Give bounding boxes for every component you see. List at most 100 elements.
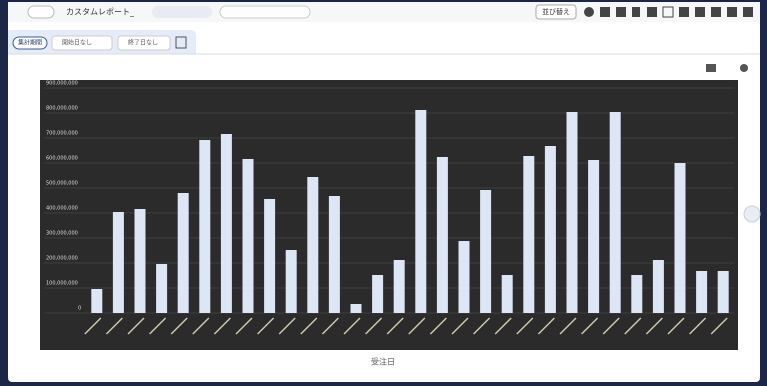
x-tick-label-placeholder [278, 317, 296, 335]
bar [501, 275, 513, 313]
y-tick-label: 200,000,000 [46, 256, 78, 262]
bar [566, 112, 578, 313]
bar [134, 209, 146, 313]
tag[interactable] [152, 6, 212, 18]
bar [220, 134, 232, 313]
side-button[interactable] [743, 205, 761, 223]
bar [112, 212, 124, 313]
icon[interactable] [632, 7, 640, 17]
x-tick-label-placeholder [257, 317, 275, 335]
icon[interactable] [695, 7, 705, 17]
x-tick-label-placeholder [689, 317, 707, 335]
icon[interactable] [616, 7, 626, 17]
bar [393, 260, 405, 313]
bar [436, 157, 448, 313]
y-tick-label: 300,000,000 [46, 231, 78, 237]
start-label: 開始日なし [62, 39, 92, 47]
y-tick-label: 400,000,000 [46, 206, 78, 212]
bar [523, 156, 535, 313]
chart-icon[interactable] [706, 64, 716, 72]
bar [631, 275, 643, 313]
x-axis-title: 受注日 [371, 357, 395, 367]
report-title: カスタムレポート_ [66, 8, 135, 17]
y-tick-label: 100,000,000 [46, 281, 78, 287]
y-tick-label: 500,000,000 [46, 181, 78, 187]
period-label: 集計期間 [18, 39, 42, 47]
bar [609, 112, 621, 313]
icon[interactable] [743, 7, 753, 17]
y-tick-label: 700,000,000 [46, 131, 78, 137]
x-tick-label-placeholder [624, 317, 642, 335]
icon[interactable] [584, 7, 594, 17]
x-tick-label-placeholder [84, 317, 102, 335]
x-tick-label-placeholder [602, 317, 620, 335]
x-tick-label-placeholder [321, 317, 339, 335]
icon[interactable] [711, 7, 721, 17]
x-tick-label-placeholder [473, 317, 491, 335]
bar [242, 159, 254, 313]
back-button[interactable] [27, 5, 55, 19]
bar [156, 264, 168, 313]
end-label: 終了日なし [128, 39, 158, 47]
settings-icon[interactable] [740, 64, 748, 72]
y-tick-label: 800,000,000 [46, 106, 78, 112]
bar [588, 160, 600, 313]
icon[interactable] [679, 7, 689, 17]
start-input[interactable] [51, 35, 113, 51]
calendar-icon[interactable] [175, 36, 187, 49]
bar [177, 193, 189, 313]
x-tick-label-placeholder [516, 317, 534, 335]
sort-button-label: 並び替え [542, 7, 570, 16]
icon[interactable] [647, 7, 657, 17]
x-tick-label-placeholder [105, 317, 123, 335]
icon[interactable] [600, 7, 610, 17]
x-tick-label-placeholder [451, 317, 469, 335]
x-tick-label-placeholder [127, 317, 145, 335]
bar [328, 196, 340, 313]
bar [674, 163, 686, 313]
bar [458, 241, 470, 313]
x-tick-label-placeholder [192, 317, 210, 335]
icon[interactable] [662, 6, 674, 18]
x-tick-label-placeholder [645, 317, 663, 335]
x-tick-label-placeholder [667, 317, 685, 335]
y-tick-label: 900,000,000 [46, 81, 78, 87]
icon[interactable] [727, 7, 737, 17]
bar [350, 304, 362, 313]
select[interactable] [219, 5, 311, 19]
x-tick-label-placeholder [408, 317, 426, 335]
bar [717, 271, 729, 313]
x-tick-label-placeholder [429, 317, 447, 335]
period-chip[interactable] [12, 36, 48, 50]
bar [372, 275, 384, 313]
y-tick-label: 600,000,000 [46, 156, 78, 162]
x-tick-label-placeholder [149, 317, 167, 335]
x-tick-label-placeholder [343, 317, 361, 335]
x-tick-label-placeholder [386, 317, 404, 335]
x-tick-label-placeholder [710, 317, 728, 335]
bar [652, 260, 664, 313]
x-tick-label-placeholder [300, 317, 318, 335]
x-tick-label-placeholder [365, 317, 383, 335]
end-input[interactable] [117, 35, 171, 51]
x-tick-label-placeholder [170, 317, 188, 335]
toolbar-icons [584, 6, 753, 18]
x-tick-label-placeholder [494, 317, 512, 335]
bar [696, 271, 708, 313]
bar [480, 190, 492, 313]
x-tick-label-placeholder [559, 317, 577, 335]
x-tick-label-placeholder [581, 317, 599, 335]
bar [415, 110, 427, 313]
bar [307, 177, 319, 313]
x-tick-label-placeholder [213, 317, 231, 335]
y-tick-label: 0 [78, 306, 81, 312]
bar [544, 146, 556, 313]
bar [285, 250, 297, 313]
sort-button[interactable] [535, 4, 577, 20]
x-tick-label-placeholder [537, 317, 555, 335]
bar [264, 199, 276, 313]
bar [91, 289, 103, 313]
bar [199, 140, 211, 313]
